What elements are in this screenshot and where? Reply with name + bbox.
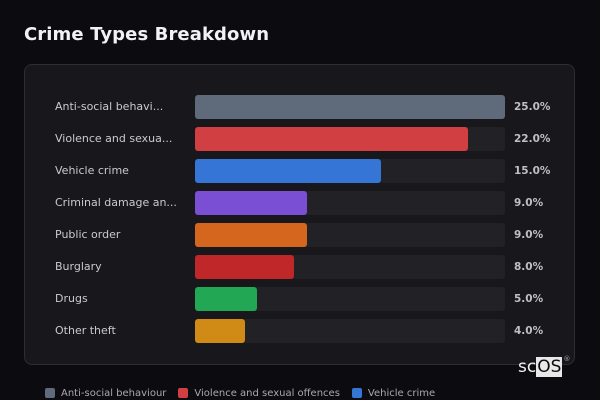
bar-value: 4.0% — [514, 325, 544, 337]
bar-label: Anti-social behavi... — [55, 100, 164, 113]
bar-track — [195, 95, 505, 119]
bar-track — [195, 127, 505, 151]
bar-value: 9.0% — [514, 229, 544, 241]
registered-icon: ® — [563, 355, 571, 363]
bar-track — [195, 287, 505, 311]
bar-row: Vehicle crime 15.0% — [25, 159, 574, 183]
chart-legend: Anti-social behaviour Violence and sexual… — [45, 386, 435, 400]
bar-label: Violence and sexua... — [55, 132, 173, 145]
bar-track — [195, 255, 505, 279]
bar-fill[interactable] — [195, 159, 381, 183]
bar-fill[interactable] — [195, 287, 257, 311]
bar-row: Other theft 4.0% — [25, 319, 574, 343]
bar-value: 5.0% — [514, 293, 544, 305]
legend-label: Vehicle crime — [367, 387, 436, 399]
bar-value: 9.0% — [514, 197, 544, 209]
legend-swatch-icon — [45, 388, 55, 398]
bar-label: Criminal damage an... — [55, 196, 177, 209]
bar-label: Other theft — [55, 324, 116, 337]
bar-value: 22.0% — [514, 133, 551, 145]
scos-logo: sc OS ® — [518, 355, 571, 377]
bar-track — [195, 159, 505, 183]
bar-label: Public order — [55, 228, 121, 241]
bar-fill[interactable] — [195, 191, 307, 215]
legend-label: Anti-social behaviour — [61, 387, 167, 399]
bar-fill[interactable] — [195, 255, 295, 279]
bar-value: 8.0% — [514, 261, 544, 273]
bar-row: Anti-social behavi... 25.0% — [25, 95, 574, 119]
bar-row: Public order 9.0% — [25, 223, 574, 247]
bar-fill[interactable] — [195, 95, 505, 119]
bar-row: Burglary 8.0% — [25, 255, 574, 279]
logo-os-text: OS — [536, 357, 563, 377]
legend-item[interactable]: Anti-social behaviour — [45, 388, 166, 399]
bar-fill[interactable] — [195, 223, 307, 247]
logo-sc-text: sc — [518, 357, 537, 377]
bar-label: Vehicle crime — [55, 164, 129, 177]
bar-value: 25.0% — [514, 101, 551, 113]
bar-track — [195, 191, 505, 215]
bar-row: Criminal damage an... 9.0% — [25, 191, 574, 215]
bar-label: Drugs — [55, 292, 88, 305]
bar-row: Violence and sexua... 22.0% — [25, 127, 574, 151]
bar-value: 15.0% — [514, 165, 551, 177]
legend-swatch-icon — [178, 388, 189, 398]
chart-title: Crime Types Breakdown — [24, 24, 270, 45]
legend-label: Violence and sexual offences — [194, 387, 340, 399]
bar-label: Burglary — [55, 260, 102, 273]
legend-swatch-icon — [351, 388, 362, 398]
legend-item[interactable]: Vehicle crime — [351, 387, 436, 399]
legend-item[interactable]: Violence and sexual offences — [178, 388, 340, 399]
bar-track — [195, 319, 505, 343]
bar-fill[interactable] — [195, 319, 245, 343]
bar-track — [195, 223, 505, 247]
bar-row: Drugs 5.0% — [25, 287, 574, 311]
chart-panel: Anti-social behavi... 25.0% Violence and s… — [24, 64, 575, 365]
bar-fill[interactable] — [195, 127, 468, 151]
